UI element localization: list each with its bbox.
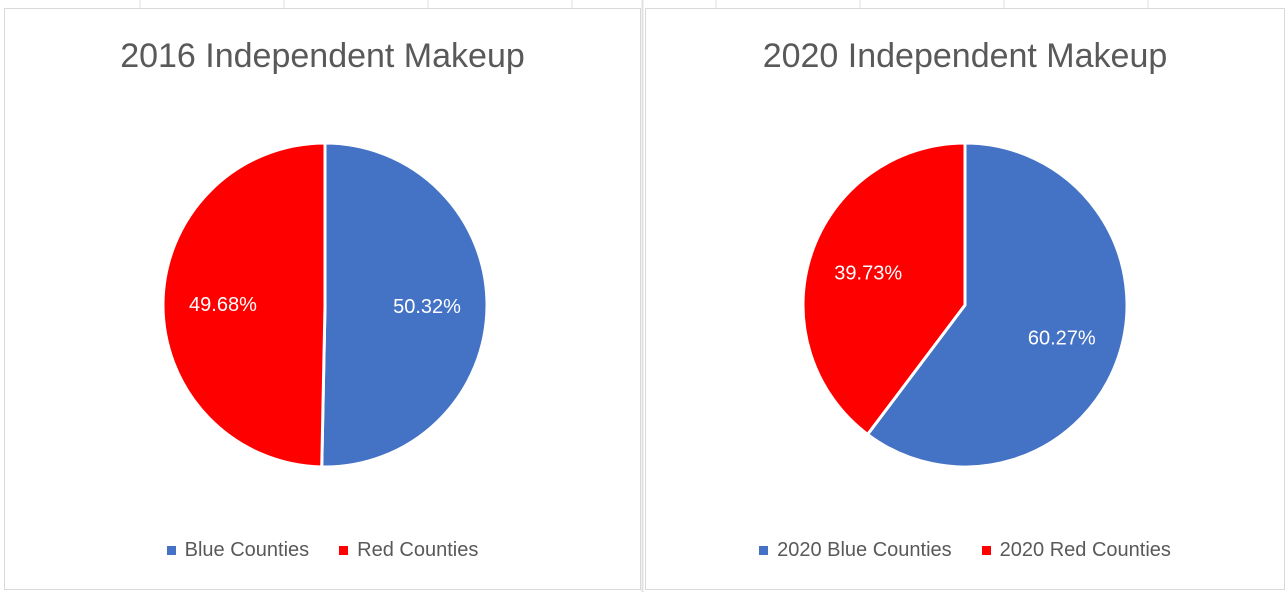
pie-slice-red[interactable]: [801, 141, 967, 437]
chart-legend: 2020 Blue Counties 2020 Red Counties: [646, 539, 1284, 562]
chart-2020-panel[interactable]: 2020 Independent Makeup 60.27% 39.73% 202…: [645, 8, 1285, 590]
data-label: 39.73%: [834, 263, 902, 285]
legend-label: Red Counties: [357, 539, 479, 561]
pie-slice-blue[interactable]: [865, 141, 1129, 469]
chart-title: 2016 Independent Makeup: [120, 37, 525, 75]
legend-swatch-red: [339, 546, 349, 555]
legend-swatch-blue: [166, 546, 176, 555]
pie-slice-blue[interactable]: [320, 141, 489, 469]
legend-item-blue: Blue Counties: [166, 539, 310, 562]
legend-label: Blue Counties: [184, 539, 310, 561]
legend-label: 2020 Blue Counties: [777, 539, 952, 561]
legend-item-red: Red Counties: [339, 539, 478, 562]
data-label: 50.32%: [393, 296, 461, 318]
pie-chart: 50.32% 49.68%: [161, 141, 489, 469]
legend-swatch-red: [981, 546, 991, 555]
chart-legend: Blue Counties Red Counties: [5, 539, 640, 562]
data-label: 49.68%: [189, 294, 257, 316]
legend-item-blue: 2020 Blue Counties: [759, 539, 952, 562]
data-label: 60.27%: [1028, 327, 1096, 349]
legend-swatch-blue: [759, 546, 769, 555]
pie-slice-red[interactable]: [161, 141, 327, 469]
pie-chart: 60.27% 39.73%: [801, 141, 1129, 469]
legend-label: 2020 Red Counties: [999, 539, 1171, 561]
legend-item-red: 2020 Red Counties: [981, 539, 1171, 562]
chart-2016-panel[interactable]: 2016 Independent Makeup 50.32% 49.68% Blu…: [4, 8, 641, 590]
chart-title: 2020 Independent Makeup: [762, 37, 1168, 75]
